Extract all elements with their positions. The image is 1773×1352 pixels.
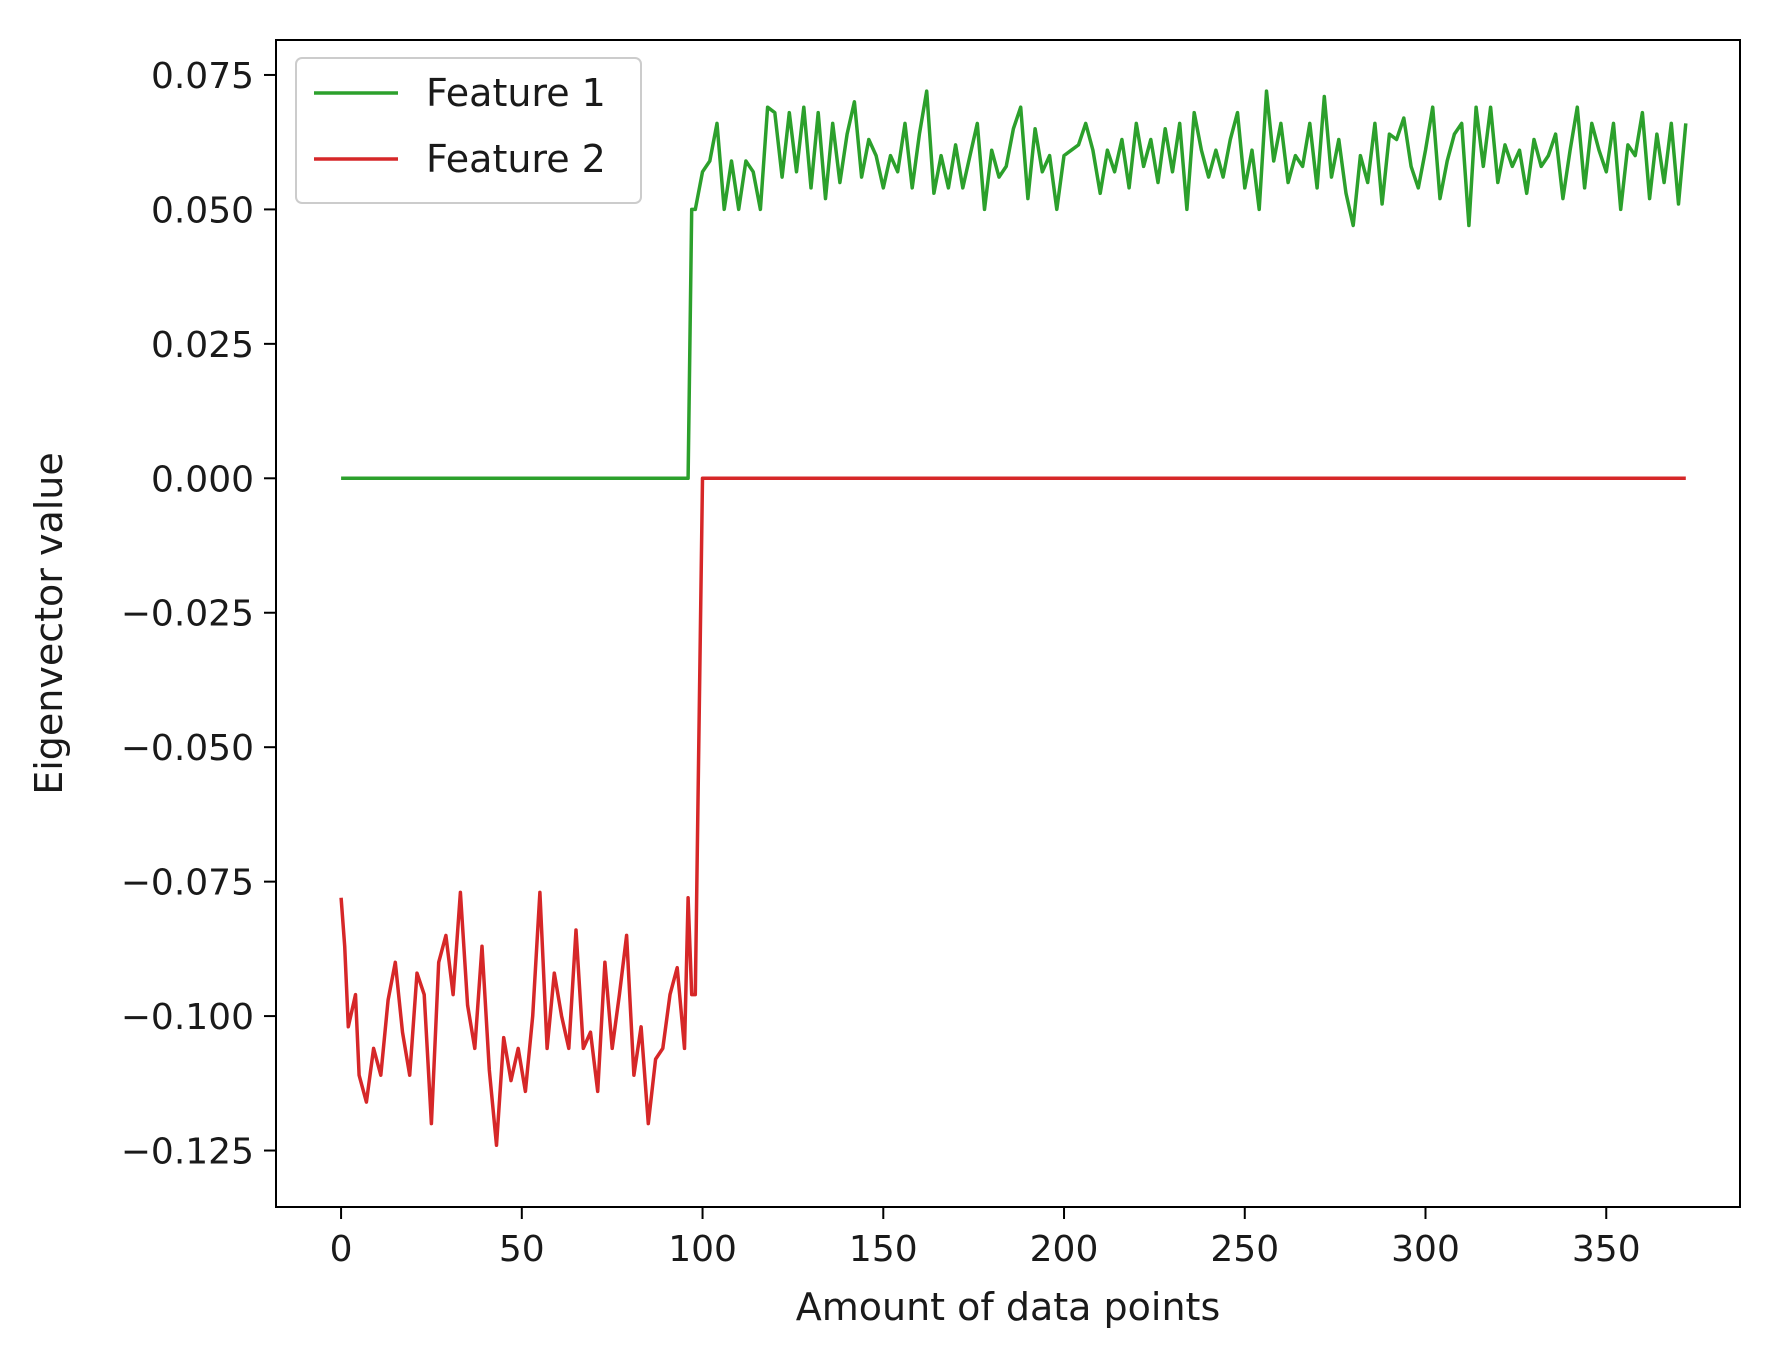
- series-layer: [339, 89, 1688, 1147]
- y-axis-label: Eigenvector value: [27, 452, 71, 795]
- x-tick-label: 50: [499, 1229, 545, 1270]
- legend-label-feature-1: Feature 1: [426, 71, 606, 115]
- x-tick-label: 200: [1030, 1229, 1099, 1270]
- x-tick-label: 150: [849, 1229, 918, 1270]
- y-tick-label: −0.100: [121, 997, 254, 1038]
- y-tick-label: −0.075: [121, 863, 254, 904]
- y-axis: 0.075 0.050 0.025 0.000 −0.025 −0.050 −0.075 −0…: [121, 56, 276, 1173]
- x-tick-label: 300: [1391, 1229, 1460, 1270]
- series-line-2: [339, 476, 1686, 1147]
- x-tick-label: 100: [668, 1229, 737, 1270]
- y-tick-label: 0.050: [151, 190, 254, 231]
- series-line-1: [341, 89, 1688, 481]
- x-tick-label: 0: [330, 1229, 353, 1270]
- y-tick-label: −0.025: [121, 594, 254, 635]
- x-axis-label: Amount of data points: [796, 1285, 1221, 1329]
- y-tick-label: −0.050: [121, 728, 254, 769]
- x-tick-label: 250: [1210, 1229, 1279, 1270]
- y-tick-label: −0.125: [121, 1132, 254, 1173]
- x-axis: 0 50 100 150 200 250 300 350: [330, 1207, 1641, 1270]
- legend: Feature 1 Feature 2: [295, 57, 642, 204]
- y-tick-label: 0.025: [151, 325, 254, 366]
- legend-label-feature-2: Feature 2: [426, 137, 606, 181]
- x-tick-label: 350: [1572, 1229, 1641, 1270]
- plot-frame: [275, 39, 1741, 1208]
- y-tick-label: 0.075: [151, 56, 254, 97]
- y-tick-label: 0.000: [151, 459, 254, 500]
